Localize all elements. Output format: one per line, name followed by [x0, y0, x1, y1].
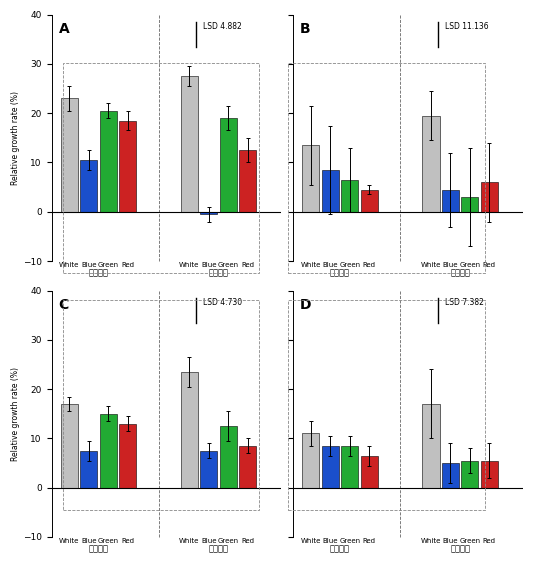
Bar	[61, 404, 78, 488]
Bar	[442, 463, 459, 488]
Bar	[341, 180, 358, 212]
Text: C: C	[59, 298, 69, 312]
Text: 경쟁배양: 경쟁배양	[330, 544, 350, 553]
Bar	[481, 182, 498, 212]
Text: LSD 4.882: LSD 4.882	[203, 22, 242, 31]
Text: LSD 4.730: LSD 4.730	[203, 298, 242, 307]
Bar	[200, 451, 217, 488]
Bar	[341, 446, 358, 488]
Bar	[100, 111, 117, 212]
Bar	[80, 160, 97, 212]
Text: LSD 11.136: LSD 11.136	[445, 22, 489, 31]
Bar	[442, 190, 459, 212]
Text: LSD 7.382: LSD 7.382	[445, 298, 484, 307]
Bar	[119, 120, 136, 212]
Bar	[181, 372, 198, 488]
Bar	[360, 190, 378, 212]
Bar	[302, 434, 319, 488]
Y-axis label: Relative growth rate (%): Relative growth rate (%)	[11, 367, 20, 461]
Bar	[321, 170, 339, 212]
Bar	[119, 423, 136, 488]
Text: 단독배양: 단독배양	[450, 269, 470, 278]
Bar	[181, 76, 198, 212]
Bar	[61, 99, 78, 212]
Bar	[239, 446, 256, 488]
Bar	[422, 404, 439, 488]
Bar	[220, 118, 237, 212]
Text: 단독배양: 단독배양	[450, 544, 470, 553]
Text: D: D	[300, 298, 311, 312]
Bar	[481, 461, 498, 488]
Bar	[461, 197, 478, 212]
Text: 경쟁배양: 경쟁배양	[89, 544, 108, 553]
Bar	[100, 414, 117, 488]
Bar	[200, 212, 217, 214]
Y-axis label: Relative growth rate (%): Relative growth rate (%)	[11, 91, 20, 185]
Bar	[220, 426, 237, 488]
Text: A: A	[59, 22, 69, 36]
Text: 단독배양: 단독배양	[209, 269, 229, 278]
Bar	[321, 446, 339, 488]
Text: B: B	[300, 22, 311, 36]
Bar	[80, 451, 97, 488]
Bar	[461, 461, 478, 488]
Bar	[422, 115, 439, 212]
Bar	[360, 455, 378, 488]
Text: 경쟁배양: 경쟁배양	[89, 269, 108, 278]
Bar	[302, 145, 319, 212]
Text: 단독배양: 단독배양	[209, 544, 229, 553]
Text: 경쟁배양: 경쟁배양	[330, 269, 350, 278]
Bar	[239, 150, 256, 212]
